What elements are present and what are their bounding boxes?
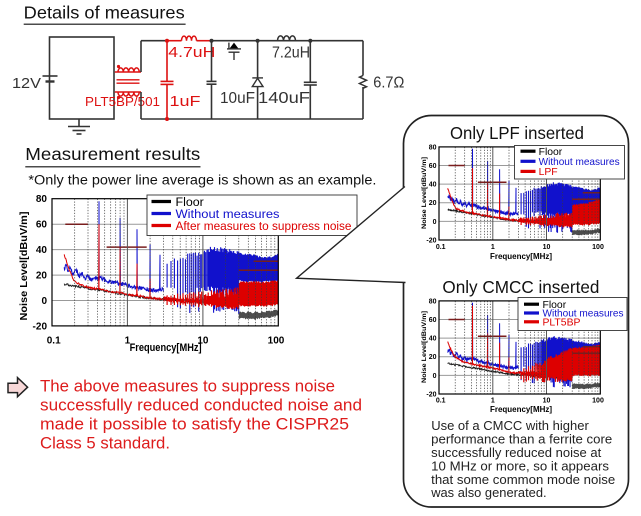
svg-text:10: 10 [197, 336, 209, 347]
svg-text:20: 20 [429, 200, 437, 207]
svg-text:The above measures to suppress: The above measures to suppress noise [40, 378, 335, 396]
svg-text:0.1: 0.1 [436, 244, 446, 251]
svg-text:After measures to suppress noi: After measures to suppress noise [176, 219, 352, 233]
svg-text:PLT5BP/501: PLT5BP/501 [85, 95, 160, 109]
svg-text:20: 20 [36, 271, 48, 282]
svg-text:4.7uH: 4.7uH [168, 44, 215, 61]
svg-text:7.2uH: 7.2uH [272, 45, 310, 62]
svg-text:10uF: 10uF [220, 90, 255, 107]
svg-text:20: 20 [429, 354, 437, 361]
svg-text:0: 0 [41, 296, 47, 307]
svg-text:Use of a CMCC with higher: Use of a CMCC with higher [431, 418, 589, 433]
svg-text:-20: -20 [33, 321, 48, 332]
svg-text:1: 1 [125, 336, 131, 347]
svg-text:60: 60 [429, 317, 437, 324]
svg-text:12V: 12V [12, 75, 41, 92]
svg-text:40: 40 [429, 336, 437, 343]
svg-text:10: 10 [543, 244, 551, 251]
svg-text:0.1: 0.1 [436, 398, 446, 405]
svg-text:Only CMCC inserted: Only CMCC inserted [442, 277, 599, 297]
svg-text:was also generated.: was also generated. [430, 485, 546, 500]
svg-text:40: 40 [36, 245, 48, 256]
svg-text:60: 60 [429, 163, 437, 170]
svg-text:6.7Ω: 6.7Ω [373, 75, 404, 92]
svg-text:100: 100 [268, 336, 285, 347]
svg-text:80: 80 [429, 298, 437, 305]
svg-text:successfully reduced conducted: successfully reduced conducted noise and [40, 397, 362, 415]
svg-text:Noise Level[dBuV/m]: Noise Level[dBuV/m] [421, 157, 428, 229]
svg-text:performance than a ferrite cor: performance than a ferrite core [431, 432, 612, 447]
svg-text:Floor: Floor [539, 147, 563, 158]
svg-text:that some common mode noise: that some common mode noise [431, 472, 615, 487]
svg-text:Floor: Floor [176, 195, 204, 209]
svg-text:1: 1 [491, 244, 495, 251]
svg-text:0.1: 0.1 [47, 336, 61, 347]
svg-text:-20: -20 [426, 238, 436, 245]
svg-text:0: 0 [433, 219, 437, 226]
svg-text:40: 40 [429, 182, 437, 189]
svg-text:100: 100 [592, 398, 604, 405]
svg-text:Frequency[MHz]: Frequency[MHz] [490, 405, 552, 414]
svg-text:1uF: 1uF [170, 93, 201, 110]
svg-text:80: 80 [36, 194, 48, 205]
svg-text:-20: -20 [426, 392, 436, 399]
svg-text:Noise Level[dBuV/m]: Noise Level[dBuV/m] [18, 212, 30, 321]
svg-text:1: 1 [491, 398, 495, 405]
svg-text:140uF: 140uF [258, 90, 310, 107]
svg-text:Class 5 standard.: Class 5 standard. [40, 435, 170, 453]
svg-text:100: 100 [592, 244, 604, 251]
svg-text:LPF: LPF [539, 167, 558, 178]
svg-text:Noise Level[dBuV/m]: Noise Level[dBuV/m] [421, 311, 428, 383]
svg-text:Without measures: Without measures [543, 309, 624, 320]
svg-text:Details of measures: Details of measures [24, 3, 185, 23]
svg-text:successfully reduced noise at: successfully reduced noise at [431, 445, 601, 460]
svg-text:*Only the power line average i: *Only the power line average is shown as… [28, 172, 376, 187]
svg-text:made it possible to satisfy th: made it possible to satisfy the CISPR25 [40, 416, 349, 434]
svg-text:Frequency[MHz]: Frequency[MHz] [490, 252, 552, 261]
svg-text:Measurement results: Measurement results [25, 144, 200, 164]
svg-text:Without measures: Without measures [539, 157, 620, 168]
svg-text:10 MHz or more, so it appears: 10 MHz or more, so it appears [431, 458, 609, 473]
svg-text:60: 60 [36, 220, 48, 231]
svg-text:Frequency[MHz]: Frequency[MHz] [130, 342, 202, 354]
svg-text:80: 80 [429, 144, 437, 151]
svg-text:0: 0 [433, 373, 437, 380]
svg-text:Floor: Floor [543, 300, 567, 311]
svg-text:Only LPF inserted: Only LPF inserted [450, 123, 584, 143]
svg-text:10: 10 [543, 398, 551, 405]
svg-text:PLT5BP: PLT5BP [543, 318, 581, 329]
svg-text:Without measures: Without measures [176, 207, 280, 221]
